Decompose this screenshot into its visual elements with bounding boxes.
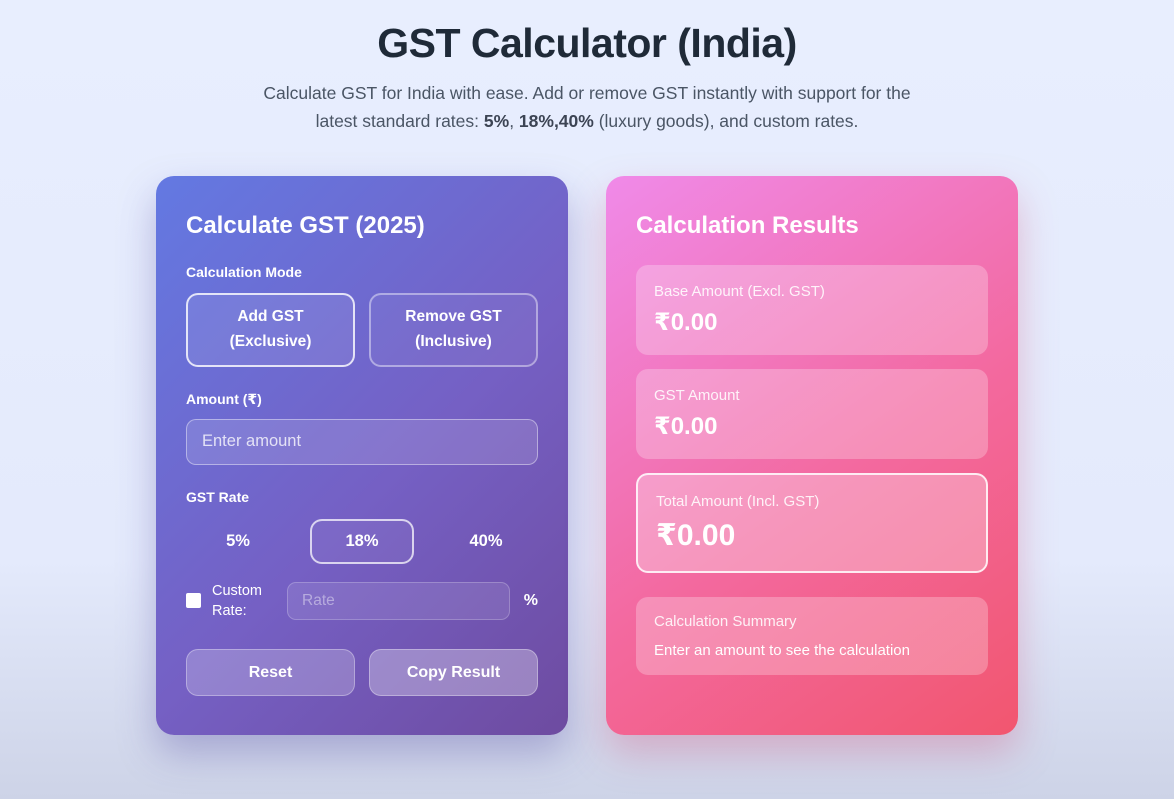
- mode-add-gst-button[interactable]: Add GST (Exclusive): [186, 292, 355, 367]
- calculator-card: Calculate GST (2025) Calculation Mode Ad…: [156, 175, 568, 735]
- subtitle-part2: ,: [509, 111, 519, 132]
- page-header: GST Calculator (India) Calculate GST for…: [0, 0, 1174, 136]
- subtitle-bold-rate-5: 5%: [483, 111, 510, 132]
- custom-rate-checkbox[interactable]: [186, 593, 201, 609]
- mode-add-gst-line2: (Exclusive): [229, 332, 312, 350]
- rate-option-18[interactable]: 18%: [310, 518, 414, 564]
- calculator-card-title: Calculate GST (2025): [186, 211, 425, 239]
- action-buttons-row: Reset Copy Result: [186, 649, 538, 697]
- calculation-summary-label: Calculation Summary: [654, 612, 797, 630]
- cards-row: Calculate GST (2025) Calculation Mode Ad…: [0, 175, 1174, 735]
- calculation-mode-group: Add GST (Exclusive) Remove GST (Inclusiv…: [186, 292, 538, 367]
- gst-rate-group: 5% 18% 40%: [186, 518, 538, 564]
- base-amount-box: Base Amount (Excl. GST) ₹0.00: [636, 264, 988, 355]
- total-amount-label: Total Amount (Incl. GST): [656, 492, 820, 510]
- page-subtitle: Calculate GST for India with ease. Add o…: [252, 79, 922, 136]
- results-card-title: Calculation Results: [636, 211, 859, 239]
- total-amount-value: ₹0.00: [656, 518, 736, 552]
- subtitle-bold-rate-18-40: 18%,40%: [518, 111, 594, 132]
- subtitle-part1: Calculate GST for India with ease. Add o…: [263, 83, 911, 132]
- percent-suffix: %: [523, 591, 538, 609]
- base-amount-value: ₹0.00: [654, 308, 718, 336]
- gst-amount-value: ₹0.00: [654, 412, 718, 440]
- calculation-mode-label: Calculation Mode: [186, 263, 302, 280]
- mode-add-gst-line1: Add GST: [237, 307, 304, 325]
- total-amount-box: Total Amount (Incl. GST) ₹0.00: [636, 472, 988, 573]
- mode-remove-gst-line2: (Inclusive): [415, 332, 492, 350]
- mode-remove-gst-button[interactable]: Remove GST (Inclusive): [369, 292, 538, 367]
- gst-amount-box: GST Amount ₹0.00: [636, 368, 988, 459]
- custom-rate-input[interactable]: [287, 581, 510, 620]
- copy-result-button[interactable]: Copy Result: [369, 649, 538, 697]
- rate-option-40[interactable]: 40%: [434, 519, 538, 564]
- subtitle-part3: (luxury goods), and custom rates.: [593, 111, 859, 132]
- rate-option-5[interactable]: 5%: [186, 519, 290, 564]
- base-amount-label: Base Amount (Excl. GST): [654, 282, 825, 300]
- amount-label: Amount (₹): [186, 390, 262, 407]
- mode-remove-gst-line1: Remove GST: [405, 307, 502, 325]
- page-title: GST Calculator (India): [377, 20, 797, 66]
- amount-input[interactable]: [186, 418, 538, 465]
- reset-button[interactable]: Reset: [186, 649, 355, 697]
- calculation-summary-box: Calculation Summary Enter an amount to s…: [636, 596, 988, 675]
- custom-rate-label: Custom Rate:: [212, 582, 262, 619]
- results-card: Calculation Results Base Amount (Excl. G…: [606, 175, 1018, 735]
- custom-rate-row: Custom Rate: %: [186, 581, 538, 622]
- gst-amount-label: GST Amount: [654, 386, 740, 404]
- gst-rate-label: GST Rate: [186, 488, 250, 505]
- calculation-summary-text: Enter an amount to see the calculation: [654, 641, 910, 659]
